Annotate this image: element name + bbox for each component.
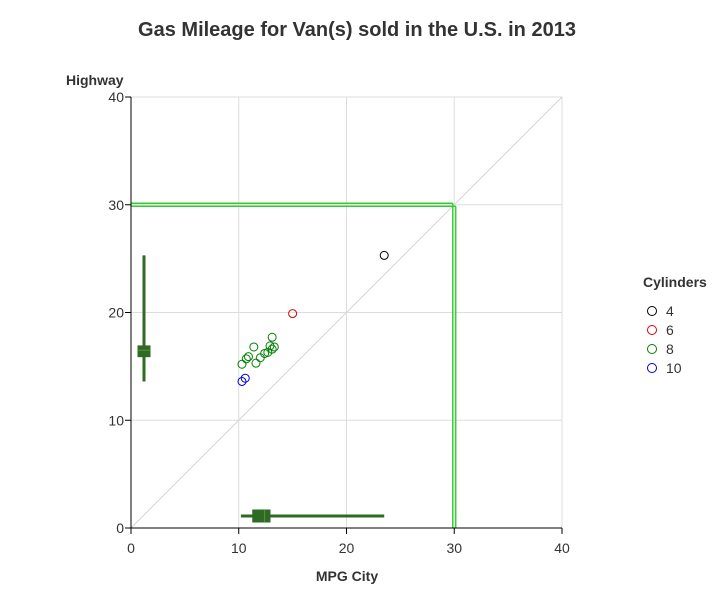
point-cyl-8: [267, 344, 277, 354]
point-cyl-6: [288, 309, 298, 319]
y-tick-label: 20: [108, 305, 124, 321]
legend-marker-4: [647, 306, 657, 316]
chart-title: Gas Mileage for Van(s) sold in the U.S. …: [138, 19, 576, 41]
point-cyl-4: [379, 250, 389, 260]
point-cyl-8: [269, 342, 279, 352]
legend-label-4: 4: [666, 303, 674, 319]
x-tick-label: 40: [554, 540, 570, 556]
legend-title: Cylinders: [643, 274, 707, 290]
legend-marker-6: [647, 325, 657, 335]
x-axis-title: MPG City: [316, 568, 378, 584]
legend-label-8: 8: [666, 341, 674, 357]
reference-lines: [130, 96, 563, 529]
point-cyl-8: [251, 358, 261, 368]
point-cyl-8: [241, 354, 251, 364]
point-cyl-8: [267, 332, 277, 342]
point-cyl-8: [249, 342, 259, 352]
y-tick-label: 30: [108, 197, 124, 213]
y-tick-label: 10: [108, 412, 124, 428]
point-cyl-8: [255, 353, 265, 363]
point-cyl-10: [237, 376, 247, 386]
legend-marker-8: [647, 344, 657, 354]
legend-label-10: 10: [666, 360, 682, 376]
y-tick-label: 0: [116, 520, 124, 536]
x-tick-label: 20: [339, 540, 355, 556]
boxplots: [137, 255, 385, 523]
legend-label-6: 6: [666, 322, 674, 338]
point-cyl-8: [243, 352, 253, 362]
legend: Cylinders 4 6 8 10: [643, 274, 707, 376]
legend-marker-10: [647, 363, 657, 373]
y-tick-label: 40: [108, 89, 124, 105]
highway-boxplot-box: [137, 345, 151, 358]
x-tick-label: 0: [127, 540, 135, 556]
city-boxplot-box: [252, 509, 271, 523]
x-tick-label: 10: [231, 540, 247, 556]
data-points: [237, 250, 389, 386]
x-tick-label: 30: [446, 540, 462, 556]
point-cyl-10: [240, 373, 250, 383]
y-axis-title: Highway: [66, 72, 124, 88]
axes: 0 10 20 30 40 0 10 20 30 40: [108, 89, 570, 556]
diagonal-line: [130, 96, 563, 529]
point-cyl-8: [237, 359, 247, 369]
